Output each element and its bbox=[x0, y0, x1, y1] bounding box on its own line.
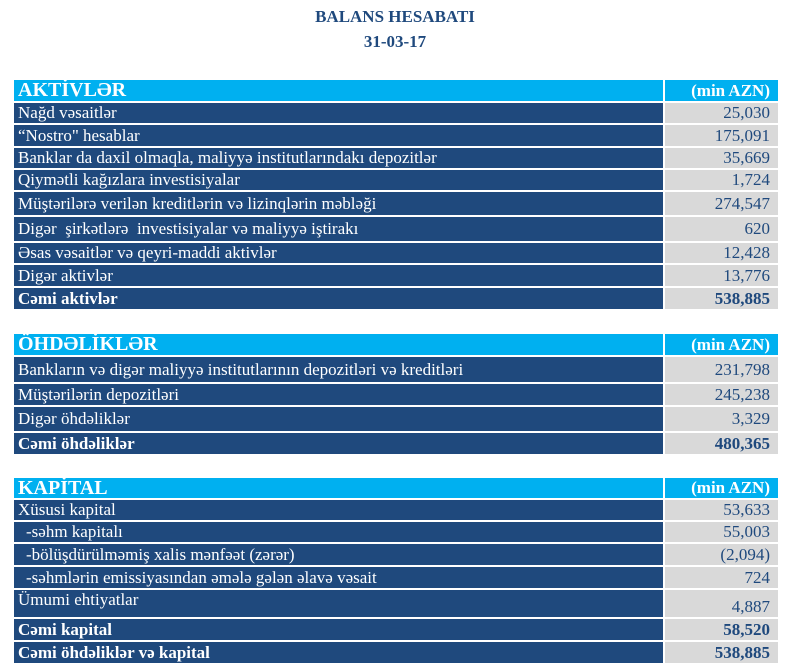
table-row: -səhmlərin emissiyasından əmələ gələn əl… bbox=[14, 567, 778, 588]
table-row: Əsas vəsaitlər və qeyri-maddi aktivlər 12… bbox=[14, 243, 778, 263]
section-header: AKTİVLƏR (min AZN) bbox=[14, 79, 778, 101]
table-row: Digər öhdəliklər 3,329 bbox=[14, 407, 778, 431]
page-title: BALANS HESABATI bbox=[315, 7, 475, 26]
row-label: -bölüşdürülməmiş xalis mənfəət (zərər) bbox=[14, 544, 663, 565]
grand-total-row: Cəmi öhdəliklər və kapital 538,885 bbox=[14, 642, 778, 663]
table-row: Qiymətli kağızlara investisiyalar 1,724 bbox=[14, 170, 778, 190]
table-row: Bankların və digər maliyyə institutların… bbox=[14, 357, 778, 382]
report-date: 31-03-17 bbox=[363, 32, 427, 51]
section-header: KAPİTAL (min AZN) bbox=[14, 477, 778, 499]
table-row: Xüsusi kapital 53,633 bbox=[14, 500, 778, 520]
row-value: 13,776 bbox=[665, 265, 778, 286]
row-label: Banklar da daxil olmaqla, maliyyə instit… bbox=[14, 148, 663, 168]
row-label: -səhmlərin emissiyasından əmələ gələn əl… bbox=[14, 567, 663, 588]
row-value: 175,091 bbox=[665, 125, 778, 146]
table-row: “Nostro" hesablar 175,091 bbox=[14, 125, 778, 146]
row-value: 538,885 bbox=[665, 642, 778, 663]
unit-label: (min AZN) bbox=[665, 334, 778, 355]
row-value: 35,669 bbox=[665, 148, 778, 168]
row-label: Müştərilərə verilən kreditlərin və lizin… bbox=[14, 192, 663, 215]
table-row: Banklar da daxil olmaqla, maliyyə instit… bbox=[14, 148, 778, 168]
row-label: Cəmi öhdəliklər və kapital bbox=[14, 642, 663, 663]
liabilities-section: ÖHDƏLİKLƏR (min AZN) Bankların və digər m… bbox=[14, 333, 778, 456]
total-row: Cəmi aktivlər 538,885 bbox=[14, 288, 778, 309]
table-row: -səhm kapitalı 55,003 bbox=[14, 522, 778, 542]
table-row: Digər aktivlər 13,776 bbox=[14, 265, 778, 286]
section-header: ÖHDƏLİKLƏR (min AZN) bbox=[14, 333, 778, 355]
total-row: Cəmi kapital 58,520 bbox=[14, 619, 778, 640]
row-label: “Nostro" hesablar bbox=[14, 125, 663, 146]
capital-section: KAPİTAL (min AZN) Xüsusi kapital 53,633 -s… bbox=[14, 477, 778, 665]
row-label: Nağd vəsaitlər bbox=[14, 103, 663, 123]
total-row: Cəmi öhdəliklər 480,365 bbox=[14, 433, 778, 454]
row-label: Xüsusi kapital bbox=[14, 500, 663, 520]
row-label: Digər şirkətlərə investisiyalar və maliy… bbox=[14, 217, 663, 241]
row-value: 1,724 bbox=[665, 170, 778, 190]
section-title: AKTİVLƏR bbox=[14, 79, 663, 101]
table-row: Nağd vəsaitlər 25,030 bbox=[14, 103, 778, 123]
table-row: -bölüşdürülməmiş xalis mənfəət (zərər) (2… bbox=[14, 544, 778, 565]
row-value: 4,887 bbox=[665, 590, 778, 617]
row-value: 245,238 bbox=[665, 384, 778, 405]
row-label: Əsas vəsaitlər və qeyri-maddi aktivlər bbox=[14, 243, 663, 263]
table-row: Müştərilərə verilən kreditlərin və lizin… bbox=[14, 192, 778, 215]
row-value: 3,329 bbox=[665, 407, 778, 431]
row-label: Cəmi öhdəliklər bbox=[14, 433, 663, 454]
table-row: Müştərilərin depozitləri 245,238 bbox=[14, 384, 778, 405]
section-title: ÖHDƏLİKLƏR bbox=[14, 333, 663, 355]
row-value: 620 bbox=[665, 217, 778, 241]
unit-label: (min AZN) bbox=[665, 80, 778, 101]
row-value: 274,547 bbox=[665, 192, 778, 215]
row-label: Cəmi kapital bbox=[14, 619, 663, 640]
section-title: KAPİTAL bbox=[14, 477, 663, 499]
row-value: 53,633 bbox=[665, 500, 778, 520]
row-label: Digər öhdəliklər bbox=[14, 407, 663, 431]
row-value: 25,030 bbox=[665, 103, 778, 123]
row-label: Ümumi ehtiyatlar bbox=[14, 590, 663, 617]
row-label: Cəmi aktivlər bbox=[14, 288, 663, 309]
row-label: -səhm kapitalı bbox=[14, 522, 663, 542]
row-value: 480,365 bbox=[665, 433, 778, 454]
row-value: 538,885 bbox=[665, 288, 778, 309]
row-value: (2,094) bbox=[665, 544, 778, 565]
row-value: 55,003 bbox=[665, 522, 778, 542]
row-value: 12,428 bbox=[665, 243, 778, 263]
row-value: 231,798 bbox=[665, 357, 778, 382]
row-label: Digər aktivlər bbox=[14, 265, 663, 286]
row-value: 724 bbox=[665, 567, 778, 588]
row-label: Qiymətli kağızlara investisiyalar bbox=[14, 170, 663, 190]
table-row: Ümumi ehtiyatlar 4,887 bbox=[14, 590, 778, 617]
unit-label: (min AZN) bbox=[665, 478, 778, 498]
row-label: Müştərilərin depozitləri bbox=[14, 384, 663, 405]
row-value: 58,520 bbox=[665, 619, 778, 640]
assets-section: AKTİVLƏR (min AZN) Nağd vəsaitlər 25,030 “… bbox=[14, 79, 778, 311]
table-row: Digər şirkətlərə investisiyalar və maliy… bbox=[14, 217, 778, 241]
row-label: Bankların və digər maliyyə institutların… bbox=[14, 357, 663, 382]
